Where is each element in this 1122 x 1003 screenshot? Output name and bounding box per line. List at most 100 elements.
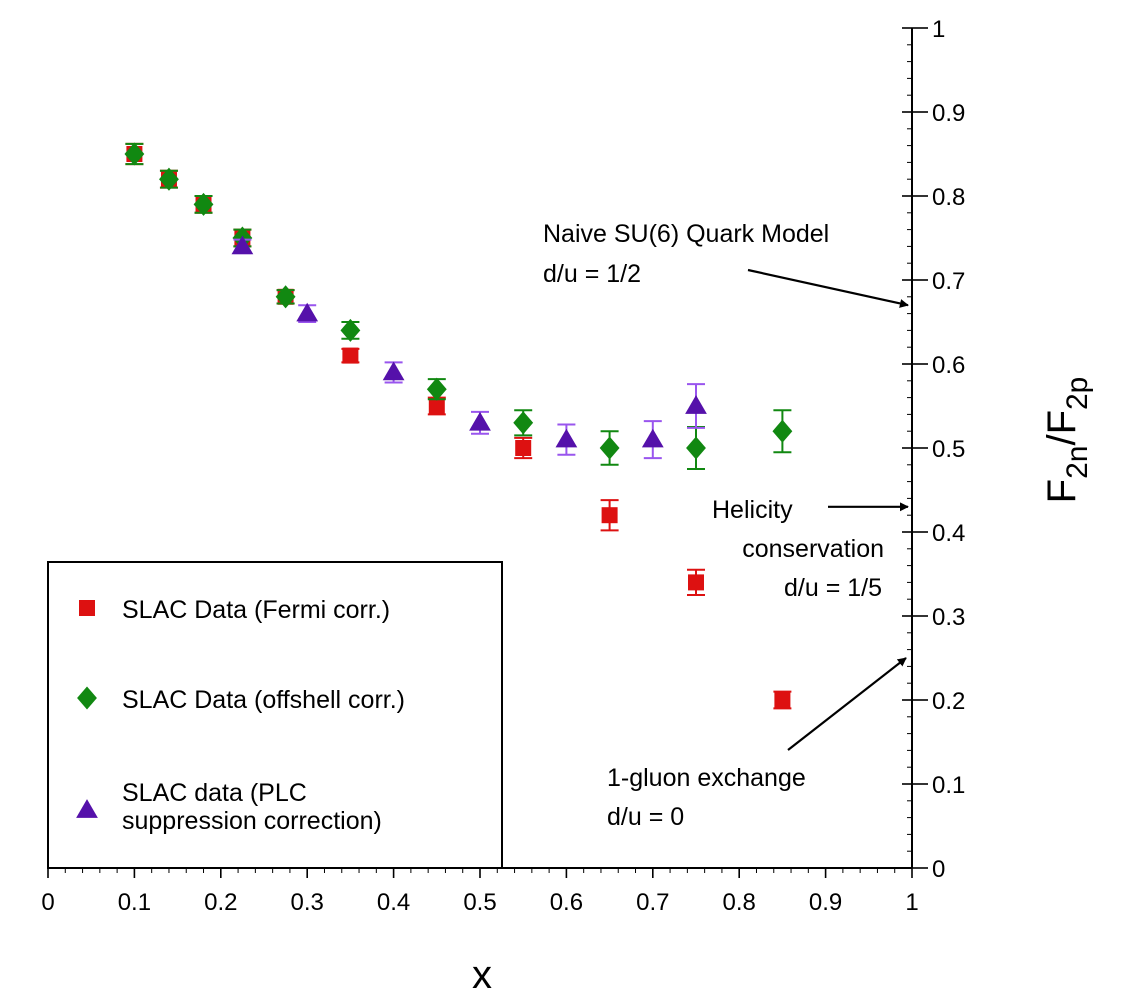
annotation-text: Naive SU(6) Quark Model: [543, 220, 829, 248]
data-point: [124, 142, 145, 166]
marker-square: [688, 574, 704, 591]
data-point: [513, 409, 534, 437]
data-point: [641, 420, 664, 460]
x-tick-label: 0.3: [291, 889, 324, 916]
svg-text:F2n/F2p: F2n/F2p: [1040, 377, 1094, 504]
marker-square: [774, 692, 791, 708]
marker-diamond: [159, 167, 179, 191]
data-point: [599, 430, 620, 466]
y-tick-label: 0.5: [932, 436, 965, 463]
y-tick-label: 0.8: [932, 184, 965, 211]
data-point: [296, 302, 319, 323]
data-point: [773, 690, 792, 710]
legend-marker-diamond: [77, 686, 97, 710]
y-axis-title-main: F: [1040, 479, 1084, 503]
y-tick-label: 0.6: [932, 352, 965, 379]
marker-triangle: [685, 395, 707, 414]
x-tick-label: 0.1: [118, 889, 151, 916]
marker-diamond: [124, 142, 145, 166]
y-tick-label: 0.3: [932, 604, 965, 631]
annotation-text: d/u = 0: [607, 803, 684, 831]
annotation-arrow: [747, 268, 909, 308]
marker-square: [515, 440, 532, 456]
marker-square: [601, 507, 618, 524]
x-tick-label: 0.6: [550, 889, 583, 916]
marker-diamond: [193, 192, 214, 216]
marker-diamond: [275, 285, 296, 309]
legend-item: SLAC Data (Fermi corr.): [79, 596, 390, 624]
x-tick-label: 0.7: [636, 889, 669, 916]
y-tick-label: 0.4: [932, 520, 965, 547]
marker-triangle: [382, 361, 405, 381]
data-point: [426, 377, 447, 401]
x-tick-label: 0: [41, 889, 54, 916]
legend-label: suppression correction): [122, 807, 382, 835]
annotation-text: d/u = 1/5: [784, 574, 882, 602]
marker-triangle: [555, 428, 578, 448]
x-tick-label: 0.4: [377, 889, 410, 916]
marker-triangle: [469, 411, 491, 431]
marker-diamond: [599, 436, 620, 460]
legend-label: SLAC Data (Fermi corr.): [122, 596, 390, 624]
marker-diamond: [340, 318, 361, 342]
data-point: [231, 235, 254, 255]
y-tick-label: 1: [932, 16, 945, 43]
x-tick-label: 0.9: [809, 889, 842, 916]
legend-marker-square: [79, 600, 95, 616]
y-tick-label: 0: [932, 856, 945, 883]
annotation-text: Helicity: [712, 496, 793, 524]
legend-marker-triangle: [76, 799, 98, 818]
y-tick-label: 0.1: [932, 772, 965, 799]
y-tick-label: 0.2: [932, 688, 965, 715]
marker-square: [342, 347, 359, 364]
y-axis-title: F2n/F2p: [1040, 377, 1094, 504]
annotation-arrow: [787, 657, 907, 751]
data-point: [772, 409, 793, 454]
annotations: Naive SU(6) Quark Model d/u = 1/2 Helicity…: [543, 220, 909, 831]
y-tick-label: 0.7: [932, 268, 965, 295]
annotation-helicity: Helicity conservation d/u = 1/5: [712, 496, 909, 602]
axes: 0 0.1 0.2 0.3 0.4 0.5 0.6 0.7 0.8 0.9 100.10.20.30…: [41, 16, 965, 916]
marker-diamond: [686, 436, 706, 460]
y-axis-title-sep: /F: [1040, 410, 1084, 446]
legend-item: SLAC Data (offshell corr.): [77, 686, 405, 714]
y-axis-title-sub2: 2p: [1061, 377, 1094, 410]
data-point: [159, 167, 179, 191]
x-tick-label: 0.8: [723, 889, 756, 916]
data-point: [382, 361, 405, 384]
marker-diamond: [772, 419, 793, 443]
marker-diamond: [426, 377, 447, 401]
y-tick-label: 0.9: [932, 100, 965, 127]
data-point: [555, 423, 578, 456]
series-diamond: [124, 142, 793, 470]
legend-label: SLAC Data (offshell corr.): [122, 686, 405, 714]
x-tick-label: 1: [905, 889, 918, 916]
legend: SLAC Data (Fermi corr.) SLAC Data (offshe…: [47, 561, 503, 869]
data-point: [275, 285, 296, 309]
annotation-gluon: 1-gluon exchange d/u = 0: [607, 657, 907, 831]
data-point: [600, 499, 619, 532]
y-axis-title-sub1: 2n: [1061, 446, 1094, 479]
data-point: [685, 383, 707, 429]
annotation-text: 1-gluon exchange: [607, 764, 806, 792]
data-point: [687, 568, 705, 596]
data-point: [340, 318, 361, 342]
marker-triangle: [231, 235, 254, 255]
x-tick-label: 0.2: [204, 889, 237, 916]
annotation-text: d/u = 1/2: [543, 260, 641, 288]
data-point: [514, 436, 533, 460]
data-point: [469, 410, 491, 435]
data-point: [193, 192, 214, 216]
legend-box: [47, 561, 503, 869]
data-point: [341, 347, 360, 364]
x-tick-label: 0.5: [463, 889, 496, 916]
marker-triangle: [296, 302, 319, 322]
plot-area: [124, 142, 793, 710]
marker-diamond: [513, 411, 534, 435]
annotation-text: conservation: [742, 535, 884, 563]
series-triangle: [231, 235, 707, 460]
legend-label: SLAC data (PLC: [122, 779, 307, 807]
annotation-su6: Naive SU(6) Quark Model d/u = 1/2: [543, 220, 909, 308]
